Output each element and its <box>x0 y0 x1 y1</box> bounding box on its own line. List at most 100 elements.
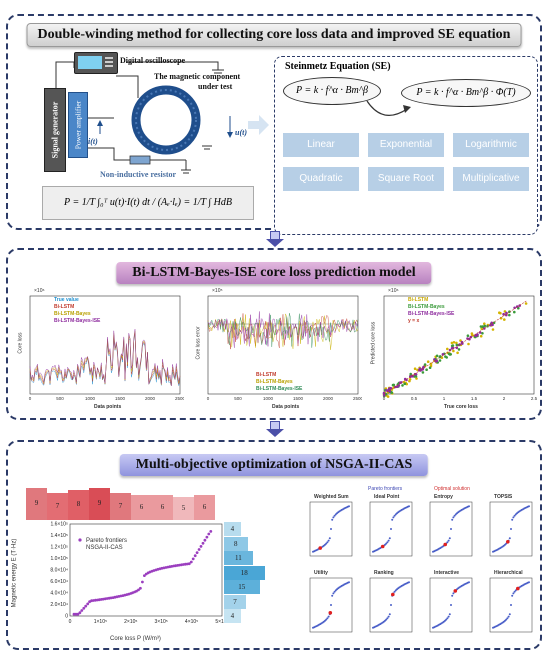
pareto-point <box>76 612 80 616</box>
subplot-frame <box>489 501 533 557</box>
scatter-point <box>445 356 448 359</box>
pareto-chart: 0 2.0×10⁴ 4.0×10⁴ 6.0×10⁴ 8.0×10⁴ 1.0×10⁵ 1.2×… <box>11 520 224 644</box>
x-tick-label: 2 <box>503 396 506 401</box>
component-label: The magnetic component <box>154 72 241 81</box>
c3-legend-1: Bi-LSTM-Bayes <box>408 304 445 310</box>
pareto-point <box>78 611 82 615</box>
pareto-point <box>139 586 142 590</box>
subplot-point <box>448 537 451 540</box>
subplot-frame <box>309 501 353 557</box>
under-test-label: under test <box>198 82 233 91</box>
side-hist-bar: 7 <box>224 594 246 609</box>
subplot-cell: TOPSIS <box>478 494 536 566</box>
method-linear: Linear <box>283 133 359 157</box>
subplot-point <box>448 613 451 616</box>
top-hist-bar: 5 <box>173 497 195 520</box>
subplot-point <box>511 594 514 597</box>
subplot-grid: Weighted Sum Ideal Point Entropy TOPSIS Util… <box>298 494 536 644</box>
scatter-point <box>421 371 425 374</box>
subplot-svg <box>309 501 353 557</box>
chart-core-loss: 0 500 1000 1500 2000 2500 ×10⁶ Core loss Data… <box>16 288 184 414</box>
subplot-point <box>508 613 511 616</box>
subplot-frame <box>429 577 473 633</box>
x-tick-label: 1000 <box>263 396 274 401</box>
subplot-point <box>393 514 396 517</box>
scatter-point <box>438 359 442 362</box>
x-tick-label: 0.5 <box>411 396 418 401</box>
pareto-point <box>80 609 84 612</box>
scatter-point <box>451 344 455 347</box>
optimal-point <box>380 544 385 549</box>
method-logarithmic: Logarithmic <box>453 133 529 157</box>
subplot-cell: Interactive <box>418 570 476 642</box>
down-arrow-2 <box>266 421 284 437</box>
scatter-point <box>524 302 528 305</box>
se-curved-arrow <box>366 100 411 116</box>
y-tick-label: 0 <box>65 614 68 620</box>
subplot-point <box>408 581 410 584</box>
subplot-point <box>326 541 329 544</box>
subplot-point <box>513 514 516 517</box>
scatter-point <box>478 331 482 334</box>
subplot-frame <box>429 501 473 557</box>
pareto-legend-1: NSGA-II-CAS <box>86 545 123 551</box>
scatter-point <box>505 311 508 315</box>
subplot-point <box>451 594 454 597</box>
scatter-point <box>483 322 486 325</box>
x-tick-label: 2×10⁵ <box>124 619 137 625</box>
x-tick-label: 1 <box>443 396 446 401</box>
method-multiplicative: Multiplicative <box>453 167 529 191</box>
subplot-point <box>512 592 515 595</box>
subplot-cell: Weighted Sum <box>298 494 356 566</box>
x-tick-label: 1000 <box>85 396 96 401</box>
x-tick-label: 500 <box>234 396 242 401</box>
panel-prediction-model: Bi-LSTM-Bayes-ISE core loss prediction m… <box>6 248 542 420</box>
subplot-cell: Entropy <box>418 494 476 566</box>
scatter-point <box>433 358 436 361</box>
pareto-point <box>201 541 205 545</box>
x-tick-label: 3×10⁵ <box>155 619 168 625</box>
c2-legend-1: Bi-LSTM-Bayes <box>256 379 293 385</box>
subplot-point <box>333 590 336 593</box>
subplot-svg <box>489 577 533 633</box>
c1-exp: ×10⁶ <box>34 288 45 294</box>
method-quadratic: Quadratic <box>283 167 359 191</box>
scatter-point <box>450 341 454 345</box>
resistor-label: Non-inductive resistor <box>100 170 177 179</box>
pareto-point <box>195 551 199 554</box>
subplot-point <box>453 514 456 517</box>
scatter-point <box>481 325 484 328</box>
signal-generator-label: Signal generator <box>50 101 60 159</box>
subplot-frame <box>309 577 353 633</box>
y-tick-label: 1.4×10⁵ <box>50 533 68 539</box>
c1-legend-1: Bi-LSTM <box>54 304 75 310</box>
error-line-1 <box>207 312 359 350</box>
c3-legend-3: y = x <box>408 318 420 324</box>
pareto-point <box>82 606 86 610</box>
scatter-point <box>452 341 456 344</box>
subplot-point <box>327 615 330 618</box>
subplot-svg <box>429 501 473 557</box>
subplot-point <box>385 542 388 545</box>
oscilloscope-device <box>74 52 118 74</box>
scatter-point <box>448 353 452 356</box>
subplot-point <box>446 541 449 544</box>
subplot-point <box>513 590 516 593</box>
subplot-point <box>452 516 455 519</box>
c3-exp: ×10⁶ <box>388 288 399 294</box>
scatter-point <box>403 382 407 386</box>
steinmetz-box: Steinmetz Equation (SE) P = k · f^α · Bm… <box>274 56 538 235</box>
x-tick-label: 0 <box>29 396 32 401</box>
subplot-point <box>528 505 530 508</box>
chart-core-loss-svg: 0 500 1000 1500 2000 2500 <box>29 295 184 401</box>
subplot-point <box>447 539 450 542</box>
scatter-point <box>435 354 439 358</box>
top-hist-bar: 6 <box>194 494 216 520</box>
oscilloscope-knobs <box>105 57 113 68</box>
x-tick-label: 2500 <box>353 396 362 401</box>
subplot-point <box>390 604 392 606</box>
subplot-title: Ideal Point <box>374 494 400 500</box>
pareto-xlabel: Core loss P (W/m³) <box>110 636 161 642</box>
